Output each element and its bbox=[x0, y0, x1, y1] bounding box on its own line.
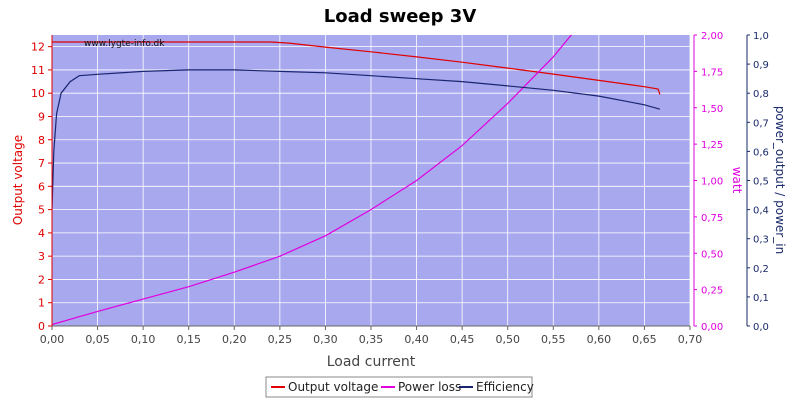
x-tick-label: 0,45 bbox=[450, 333, 475, 346]
x-tick-label: 0,25 bbox=[268, 333, 293, 346]
mid-tick-label: 0,75 bbox=[701, 213, 723, 224]
mid-tick-label: 1,50 bbox=[701, 104, 723, 115]
series-line-1 bbox=[52, 41, 661, 95]
grid bbox=[51, 35, 691, 327]
watermark: www.lygte-info.dk bbox=[84, 39, 165, 49]
left-tick-label: 1 bbox=[38, 297, 45, 310]
mid-tick-label: 1,25 bbox=[701, 140, 723, 151]
x-tick-label: 0,20 bbox=[222, 333, 247, 346]
mid-tick-label: 0,00 bbox=[701, 322, 723, 333]
x-tick-label: 0,55 bbox=[541, 333, 566, 346]
mid-tick-label: 1,75 bbox=[701, 67, 723, 78]
x-tick-label: 0,05 bbox=[85, 333, 110, 346]
left-tick-label: 9 bbox=[38, 110, 45, 123]
x-tick-label: 0,60 bbox=[587, 333, 612, 346]
x-tick-label: 0,40 bbox=[404, 333, 429, 346]
legend-label: Output voltage bbox=[288, 380, 378, 394]
mid-tick-label: 0,25 bbox=[701, 286, 723, 297]
right-tick-label: 0,5 bbox=[753, 177, 769, 188]
left-tick-label: 4 bbox=[38, 227, 45, 240]
x-tick-label: 0,10 bbox=[131, 333, 156, 346]
right-tick-label: 0,2 bbox=[753, 264, 769, 275]
legend-label: Power loss bbox=[398, 380, 461, 394]
mid-tick-label: 1,00 bbox=[701, 177, 723, 188]
right-tick-label: 0,7 bbox=[753, 118, 769, 129]
right-tick-label: 0,8 bbox=[753, 89, 769, 100]
left-tick-label: 0 bbox=[38, 320, 45, 333]
legend-label: Efficiency bbox=[476, 380, 534, 394]
left-tick-label: 11 bbox=[31, 64, 45, 77]
x-tick-label: 0,00 bbox=[40, 333, 65, 346]
legend: Output voltage Power loss Efficiency bbox=[265, 376, 534, 398]
left-tick-label: 12 bbox=[31, 41, 45, 54]
x-tick-label: 0,30 bbox=[313, 333, 338, 346]
right-tick-label: 1,0 bbox=[753, 31, 769, 42]
left-tick-label: 2 bbox=[38, 273, 45, 286]
left-tick-label: 8 bbox=[38, 134, 45, 147]
left-tick-label: 10 bbox=[31, 87, 45, 100]
legend-box bbox=[265, 376, 533, 398]
right-tick-label: 0,9 bbox=[753, 60, 769, 71]
x-axis-title: Load current bbox=[327, 354, 416, 370]
series-line-3 bbox=[52, 69, 661, 210]
series-layer bbox=[52, 35, 661, 326]
right-tick-label: 0,3 bbox=[753, 235, 769, 246]
left-tick-label: 7 bbox=[38, 157, 45, 170]
chart-title: Load sweep 3V bbox=[324, 6, 477, 27]
mid-tick-label: 2,00 bbox=[701, 31, 723, 42]
x-tick-label: 0,70 bbox=[678, 333, 703, 346]
left-tick-label: 5 bbox=[38, 204, 45, 217]
x-tick-label: 0,50 bbox=[495, 333, 520, 346]
axes: 0,00 0,05 0,10 0,15 0,20 0,25 0,30 0,35 0,40 0,45… bbox=[31, 31, 769, 346]
series-line-2 bbox=[52, 35, 573, 326]
x-tick-label: 0,15 bbox=[176, 333, 201, 346]
mid-tick-label: 0,50 bbox=[701, 249, 723, 260]
x-tick-label: 0,65 bbox=[632, 333, 657, 346]
x-tick-label: 0,35 bbox=[359, 333, 384, 346]
left-axis-title: Output voltage bbox=[11, 135, 25, 225]
right-axis-title: power_output / power_in bbox=[773, 106, 787, 254]
right-tick-label: 0,0 bbox=[753, 322, 769, 333]
mid-axis-title: watt bbox=[730, 167, 744, 194]
right-tick-label: 0,6 bbox=[753, 147, 769, 158]
left-tick-label: 6 bbox=[38, 180, 45, 193]
left-tick-label: 3 bbox=[38, 250, 45, 263]
right-tick-label: 0,1 bbox=[753, 293, 769, 304]
right-tick-label: 0,4 bbox=[753, 206, 769, 217]
